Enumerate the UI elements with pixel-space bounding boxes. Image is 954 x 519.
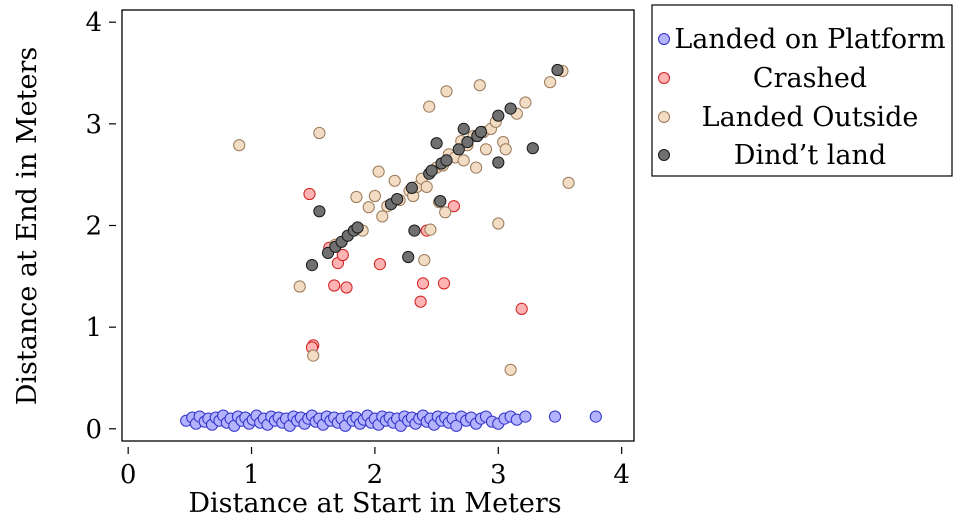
data-point xyxy=(313,205,326,218)
data-point xyxy=(350,190,363,204)
data-point xyxy=(589,410,602,423)
data-point xyxy=(551,63,564,77)
data-point xyxy=(470,161,483,174)
data-point xyxy=(414,295,427,308)
y-tick-label: 1 xyxy=(85,313,102,343)
legend-marker-didnt-land xyxy=(658,149,670,161)
data-point xyxy=(452,143,465,156)
data-point xyxy=(351,221,364,234)
data-point xyxy=(504,363,517,376)
legend: Landed on Platform Crashed Landed Outsid… xyxy=(651,4,953,177)
data-point xyxy=(408,224,421,237)
legend-frame xyxy=(651,4,953,177)
data-point xyxy=(434,195,447,208)
data-point xyxy=(430,137,443,150)
data-point xyxy=(519,96,532,109)
data-point xyxy=(492,156,505,169)
data-point xyxy=(388,174,401,187)
data-point xyxy=(437,277,451,290)
data-point xyxy=(420,180,433,193)
data-point xyxy=(418,254,431,267)
legend-label-crashed: Crashed xyxy=(753,63,867,94)
plot-frame xyxy=(121,9,635,442)
data-point xyxy=(544,76,557,89)
data-point xyxy=(293,280,306,293)
data-point xyxy=(526,142,539,155)
series-dind-t-land xyxy=(305,63,564,272)
data-point xyxy=(548,410,562,423)
legend-marker-landed-on-platform xyxy=(658,33,670,45)
legend-marker-landed-outside xyxy=(658,111,670,123)
data-point xyxy=(450,419,463,432)
data-point xyxy=(457,154,470,167)
data-point xyxy=(492,217,505,230)
data-point xyxy=(340,281,353,294)
data-point xyxy=(372,165,385,178)
legend-marker-crashed xyxy=(658,72,670,84)
data-point xyxy=(457,122,470,135)
x-tick-label: 4 xyxy=(613,460,630,490)
data-point xyxy=(423,100,436,113)
legend-label-landed-outside: Landed Outside xyxy=(702,102,919,133)
data-point xyxy=(416,277,430,290)
data-point xyxy=(440,154,453,167)
y-tick-label: 2 xyxy=(85,212,102,242)
y-axis-title: Distance at End in Meters xyxy=(12,47,43,405)
data-point xyxy=(440,85,453,98)
series-crashed xyxy=(303,187,528,354)
x-tick-label: 3 xyxy=(490,460,507,490)
x-axis-title: Distance at Start in Meters xyxy=(188,488,561,519)
legend-label-didnt-land: Dind’t land xyxy=(734,140,886,171)
data-point xyxy=(233,139,246,152)
legend-label-landed-on-platform: Landed on Platform xyxy=(674,24,945,55)
x-tick-label: 2 xyxy=(367,460,384,490)
x-tick-label: 1 xyxy=(243,460,260,490)
data-point xyxy=(303,187,316,201)
data-point xyxy=(362,201,375,214)
data-point xyxy=(474,125,488,139)
data-point xyxy=(473,79,486,92)
data-point xyxy=(424,223,437,236)
x-tick-label: 0 xyxy=(120,460,137,490)
series-landed-outside xyxy=(233,64,575,376)
data-point xyxy=(479,143,493,156)
data-point xyxy=(405,181,418,194)
data-point xyxy=(515,302,528,315)
data-point xyxy=(492,109,505,122)
data-point xyxy=(328,279,341,292)
data-point xyxy=(402,250,415,264)
data-point xyxy=(562,176,575,189)
series-landed-on-platform xyxy=(180,409,602,432)
data-point xyxy=(447,200,460,213)
y-tick-label: 4 xyxy=(85,8,102,38)
data-point xyxy=(425,164,438,177)
data-points xyxy=(180,63,602,432)
data-point xyxy=(305,259,319,272)
data-point xyxy=(336,248,349,262)
data-point xyxy=(504,102,517,115)
data-point xyxy=(499,143,512,156)
data-point xyxy=(439,206,452,219)
data-point xyxy=(461,136,474,149)
data-point xyxy=(391,193,404,206)
data-point xyxy=(373,258,386,271)
data-point xyxy=(368,189,381,203)
y-tick-label: 3 xyxy=(85,110,102,140)
axes: 0 1 2 3 4 0 1 2 3 4 xyxy=(85,8,635,490)
data-point xyxy=(519,410,532,423)
data-point xyxy=(313,126,326,140)
data-point xyxy=(307,349,320,362)
data-point xyxy=(376,210,389,223)
y-tick-label: 0 xyxy=(85,415,102,445)
